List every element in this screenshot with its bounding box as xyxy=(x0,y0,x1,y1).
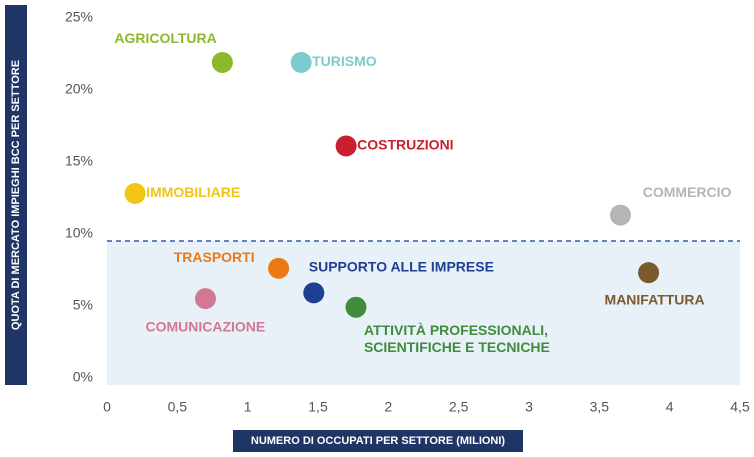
x-tick-label: 3 xyxy=(525,399,533,415)
x-tick-label: 1 xyxy=(244,399,252,415)
x-tick-label: 4 xyxy=(666,399,674,415)
point-label: TURISMO xyxy=(312,53,377,69)
point xyxy=(345,296,367,318)
y-tick-label: 15% xyxy=(65,153,93,169)
point-label: MANIFATTURA xyxy=(605,291,705,307)
x-tick-label: 4,5 xyxy=(730,399,750,415)
y-tick-label: 25% xyxy=(65,9,93,25)
point xyxy=(609,204,631,226)
point-label: COMMERCIO xyxy=(643,184,732,200)
y-tick-label: 5% xyxy=(73,297,93,313)
point xyxy=(290,51,312,73)
x-tick-label: 1,5 xyxy=(308,399,328,415)
x-axis-box xyxy=(233,430,523,452)
y-axis-label: QUOTA DI MERCATO IMPIEGHI BCC PER SETTOR… xyxy=(10,60,22,330)
point xyxy=(194,288,216,310)
x-tick-label: 0,5 xyxy=(168,399,188,415)
point xyxy=(303,282,325,304)
point xyxy=(124,182,146,204)
x-tick-label: 2,5 xyxy=(449,399,469,415)
point-label: TRASPORTI xyxy=(174,249,255,265)
point-label: IMMOBILIARE xyxy=(146,184,240,200)
threshold-region xyxy=(107,241,740,385)
x-tick-label: 3,5 xyxy=(590,399,610,415)
point xyxy=(335,135,357,157)
y-tick-label: 20% xyxy=(65,81,93,97)
y-axis-box xyxy=(5,5,27,385)
point-label: COMUNICAZIONE xyxy=(145,318,265,334)
x-tick-label: 2 xyxy=(384,399,392,415)
point xyxy=(638,262,660,284)
point xyxy=(268,257,290,279)
point-label: ATTIVITÀ PROFESSIONALI, xyxy=(364,322,548,338)
point-label: SUPPORTO ALLE IMPRESE xyxy=(309,259,494,275)
y-tick-label: 0% xyxy=(73,369,93,385)
x-axis-label: NUMERO DI OCCUPATI PER SETTORE (MILIONI) xyxy=(251,435,506,447)
point-label: AGRICOLTURA xyxy=(114,30,216,46)
y-tick-label: 10% xyxy=(65,225,93,241)
x-tick-label: 0 xyxy=(103,399,111,415)
point-label: SCIENTIFICHE E TECNICHE xyxy=(364,339,550,355)
point xyxy=(211,51,233,73)
point-label: COSTRUZIONI xyxy=(357,137,453,153)
